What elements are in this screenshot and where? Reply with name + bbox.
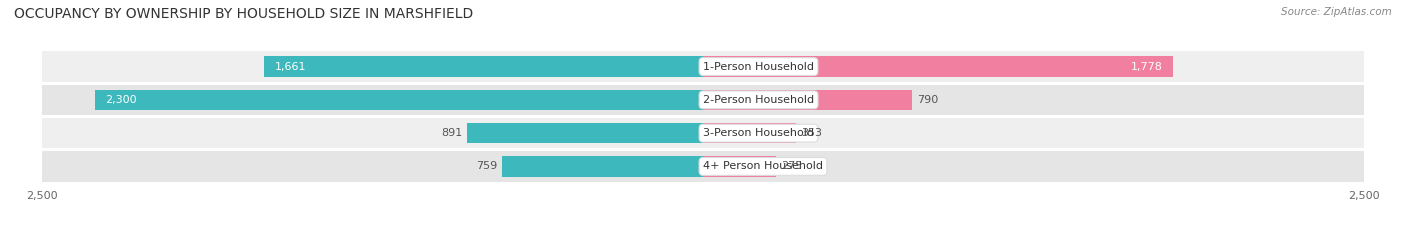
Text: 891: 891 (441, 128, 463, 138)
Text: 3-Person Household: 3-Person Household (703, 128, 814, 138)
Bar (96, 89, 703, 110)
Text: 2,300: 2,300 (105, 95, 138, 105)
Bar (467, 123, 703, 144)
Text: 759: 759 (475, 161, 498, 171)
Text: OCCUPANCY BY OWNERSHIP BY HOUSEHOLD SIZE IN MARSHFIELD: OCCUPANCY BY OWNERSHIP BY HOUSEHOLD SIZE… (14, 7, 474, 21)
Bar (703, 89, 912, 110)
Text: Source: ZipAtlas.com: Source: ZipAtlas.com (1281, 7, 1392, 17)
Text: 1-Person Household: 1-Person Household (703, 62, 814, 72)
Bar (42, 151, 1364, 182)
Bar (42, 85, 1364, 115)
Bar (703, 123, 796, 144)
Text: 353: 353 (801, 128, 823, 138)
Text: 4+ Person Household: 4+ Person Household (703, 161, 823, 171)
Bar (703, 156, 776, 177)
Text: 1,778: 1,778 (1130, 62, 1163, 72)
Bar (264, 56, 703, 77)
Bar (502, 156, 703, 177)
Text: 790: 790 (917, 95, 938, 105)
Bar (703, 56, 1173, 77)
Text: 1,661: 1,661 (274, 62, 307, 72)
Bar (42, 51, 1364, 82)
Text: 2-Person Household: 2-Person Household (703, 95, 814, 105)
Bar (42, 118, 1364, 148)
Text: 275: 275 (780, 161, 803, 171)
